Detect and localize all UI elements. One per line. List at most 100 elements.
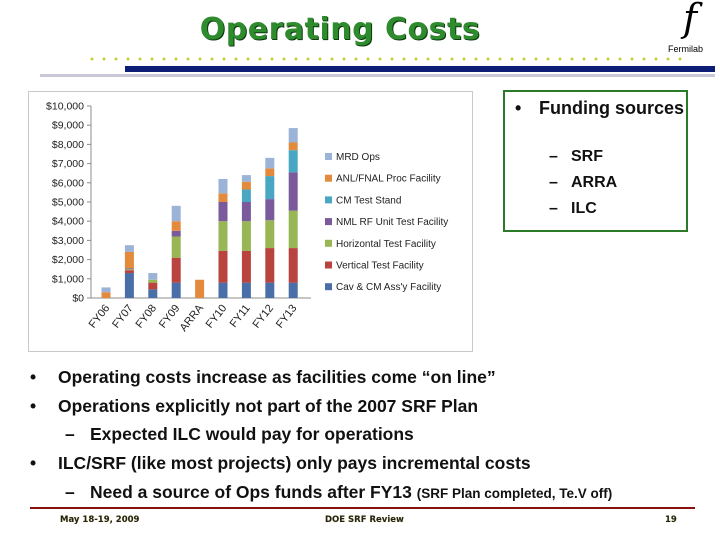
bar-segment	[171, 205, 181, 222]
bar-segment	[124, 245, 134, 252]
fermilab-logo-icon: f	[683, 0, 698, 40]
y-tick-label: $8,000	[52, 139, 84, 151]
slide-title: Operating Costs	[199, 12, 481, 47]
bar-segment	[171, 282, 181, 298]
footer-rule	[30, 507, 695, 509]
dash-icon: –	[549, 200, 558, 217]
y-tick-label: $6,000	[52, 177, 84, 189]
x-tick-label: FY08	[134, 302, 160, 330]
bullet-icon: •	[515, 98, 522, 118]
page-number: 19	[665, 515, 677, 525]
legend-label: NML RF Unit Test Facility	[336, 217, 448, 228]
x-tick-label: FY07	[110, 302, 136, 330]
bar-segment	[218, 221, 228, 251]
funding-item-text: ILC	[571, 200, 597, 217]
bar-segment	[265, 199, 275, 221]
bullet-text: Operating costs increase as facilities c…	[58, 367, 496, 387]
fermilab-logo-text: Fermilab	[668, 44, 704, 54]
y-tick-label: $10,000	[46, 101, 84, 113]
legend-swatch	[325, 196, 332, 204]
bullet-text: Need a source of Ops funds after FY13	[90, 482, 412, 502]
bar-segment	[171, 236, 181, 258]
bar-segment	[241, 189, 251, 202]
y-tick-label: $5,000	[52, 197, 84, 209]
dash-icon: –	[549, 148, 558, 165]
bar-segment	[265, 220, 275, 249]
operating-costs-chart: $0 $1,000 $2,000 $3,000 $4,000 $5,000 $6,000 $7…	[28, 91, 473, 352]
chart-svg: $0 $1,000 $2,000 $3,000 $4,000 $5,000 $6,000 $7…	[46, 101, 448, 334]
bar-segment	[218, 178, 228, 194]
legend-label: ANL/FNAL Proc Facility	[336, 174, 441, 185]
legend-swatch	[325, 239, 332, 247]
legend-swatch	[325, 174, 332, 182]
dash-icon: –	[549, 174, 558, 191]
x-tick-label: FY13	[274, 302, 300, 330]
bullet-note: (SRF Plan completed, Te.V off)	[416, 486, 613, 501]
bullet-icon: •	[30, 453, 37, 473]
bar-segment	[241, 181, 251, 190]
legend-label: MRD Ops	[336, 152, 380, 163]
footer-center: DOE SRF Review	[325, 515, 404, 525]
header-bar	[125, 66, 715, 72]
y-tick-label: $4,000	[52, 216, 84, 228]
y-tick-label: $0	[72, 293, 84, 305]
bar-segment	[148, 289, 158, 298]
legend-swatch	[325, 218, 332, 226]
legend-label: Vertical Test Facility	[336, 261, 424, 272]
bullet-icon: •	[30, 396, 37, 416]
y-tick-label: $1,000	[52, 273, 84, 285]
header-bar-shadow	[40, 74, 715, 77]
funding-heading-text: Funding sources	[539, 98, 685, 118]
bar-segment	[288, 172, 298, 211]
bar-segment	[148, 273, 158, 280]
bar-segment	[171, 257, 181, 283]
dotted-divider	[86, 57, 686, 61]
legend-label: Cav & CM Ass'y Facility	[336, 282, 441, 293]
bar-segment	[124, 270, 134, 274]
bar-segment	[195, 279, 205, 298]
funding-item-text: ARRA	[571, 174, 618, 191]
dash-icon: –	[65, 424, 75, 444]
bar-segment	[288, 150, 298, 173]
dash-icon: –	[65, 482, 75, 502]
bullet-text: Expected ILC would pay for operations	[90, 424, 414, 444]
legend-label: CM Test Stand	[336, 195, 401, 206]
bullet-text: Operations explicitly not part of the 20…	[58, 396, 479, 416]
bar-segment	[288, 248, 298, 283]
x-tick-label: FY11	[228, 302, 253, 329]
bar-segment	[265, 176, 275, 200]
bar-segment	[218, 202, 228, 222]
bar-segment	[171, 221, 181, 231]
bar-segment	[218, 250, 228, 283]
bar-segment	[265, 168, 275, 177]
x-tick-label: ARRA	[178, 302, 207, 334]
y-tick-label: $2,000	[52, 254, 84, 266]
y-tick-label: $9,000	[52, 120, 84, 132]
bar-segment	[124, 269, 134, 271]
footer-date: May 18-19, 2009	[60, 515, 140, 525]
legend-swatch	[325, 283, 332, 291]
legend-swatch	[325, 261, 332, 269]
legend-label: Horizontal Test Facility	[336, 239, 436, 250]
bar-segment	[148, 279, 158, 283]
bar-segment	[218, 282, 228, 298]
x-tick-label: FY06	[87, 302, 113, 330]
y-tick-label: $7,000	[52, 158, 84, 170]
bar-segment	[265, 248, 275, 283]
funding-sources-box: • Funding sources – SRF – ARRA – ILC	[503, 90, 688, 232]
bar-segment	[241, 202, 251, 222]
bar-segment	[101, 292, 111, 298]
x-tick-label: FY12	[251, 302, 277, 330]
bar-segment	[288, 128, 298, 143]
bar-segment	[241, 250, 251, 283]
legend-swatch	[325, 153, 332, 160]
bar-segment	[265, 282, 275, 298]
bar-segment	[148, 282, 158, 290]
y-tick-label: $3,000	[52, 235, 84, 247]
bar-segment	[241, 221, 251, 251]
bar-segment	[218, 193, 228, 202]
bar-segment	[124, 251, 134, 269]
bullet-icon: •	[30, 367, 37, 387]
bar-segment	[124, 268, 134, 270]
bar-segment	[101, 287, 111, 293]
